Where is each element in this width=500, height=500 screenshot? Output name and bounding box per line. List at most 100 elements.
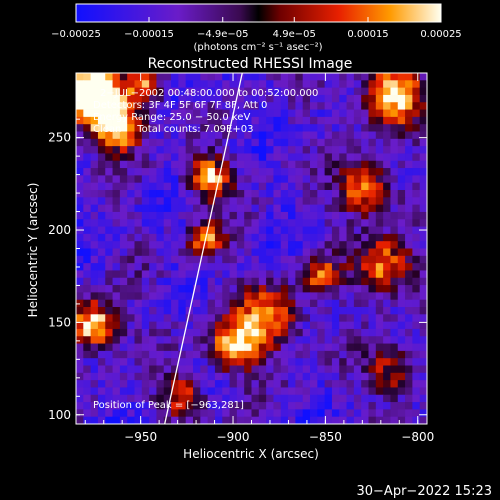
heatmap-cell	[295, 160, 304, 169]
heatmap-cell	[375, 394, 384, 403]
heatmap-cell	[134, 416, 143, 424]
heatmap-cell	[317, 109, 326, 118]
heatmap-cell	[127, 80, 135, 89]
heatmap-cell	[141, 80, 150, 89]
heatmap-cell	[163, 380, 172, 388]
heatmap-cell	[288, 387, 296, 396]
heatmap-cell	[361, 190, 369, 198]
heatmap-cell	[331, 73, 340, 81]
heatmap-cell	[76, 307, 84, 315]
heatmap-cell	[405, 211, 413, 220]
heatmap-cell	[90, 387, 99, 396]
heatmap-cell	[112, 182, 121, 191]
heatmap-cell	[134, 233, 143, 242]
heatmap-cell	[97, 138, 106, 147]
heatmap-cell	[419, 336, 427, 344]
heatmap-cell	[119, 219, 128, 227]
heatmap-cell	[258, 314, 267, 323]
heatmap-cell	[339, 241, 347, 249]
heatmap-cell	[105, 153, 113, 162]
heatmap-cell	[207, 248, 216, 257]
heatmap-cell	[258, 233, 267, 242]
heatmap-cell	[105, 248, 113, 257]
x-tick-label: −900	[217, 430, 250, 444]
heatmap-cell	[317, 153, 326, 162]
heatmap-cell	[76, 94, 84, 103]
heatmap-cell	[324, 343, 333, 352]
heatmap-cell	[200, 248, 209, 257]
heatmap-cell	[171, 299, 179, 308]
heatmap-cell	[244, 307, 252, 315]
heatmap-cell	[171, 387, 179, 396]
heatmap-cell	[251, 270, 260, 279]
heatmap-cell	[163, 285, 172, 293]
heatmap-cell	[331, 263, 340, 271]
heatmap-cell	[295, 307, 304, 315]
heatmap-cell	[295, 277, 304, 286]
heatmap-cell	[171, 146, 179, 154]
heatmap-cell	[171, 211, 179, 220]
heatmap-cell	[397, 168, 406, 176]
heatmap-cell	[346, 190, 355, 198]
heatmap-cell	[200, 321, 209, 330]
heatmap-cell	[353, 131, 362, 140]
heatmap-cell	[76, 211, 84, 220]
heatmap-cell	[280, 204, 289, 213]
heatmap-cell	[105, 402, 113, 410]
heatmap-cell	[214, 87, 223, 96]
heatmap-cell	[331, 292, 340, 301]
heatmap-cell	[251, 175, 260, 184]
heatmap-cell	[207, 190, 216, 198]
heatmap-cell	[163, 321, 172, 330]
heatmap-cell	[83, 204, 92, 213]
heatmap-cell	[310, 153, 318, 162]
heatmap-cell	[397, 299, 406, 308]
heatmap-cell	[83, 292, 92, 301]
heatmap-cell	[310, 358, 318, 366]
heatmap-cell	[76, 380, 84, 388]
annotation-counts: Clean Total counts: 7.09E+03	[93, 124, 253, 135]
heatmap-cell	[317, 409, 326, 418]
heatmap-cell	[412, 131, 421, 140]
heatmap-cell	[288, 299, 296, 308]
heatmap-cell	[317, 204, 326, 213]
heatmap-cell	[149, 124, 157, 132]
heatmap-cell	[419, 255, 427, 264]
heatmap-cell	[97, 168, 106, 176]
heatmap-cell	[331, 380, 340, 388]
heatmap-cell	[193, 350, 201, 359]
heatmap-cell	[419, 109, 427, 118]
heatmap-cell	[361, 365, 369, 374]
heatmap-cell	[375, 343, 384, 352]
heatmap-cell	[193, 153, 201, 162]
heatmap-cell	[193, 160, 201, 169]
heatmap-cell	[214, 307, 223, 315]
heatmap-cell	[295, 204, 304, 213]
heatmap-cell	[412, 292, 421, 301]
heatmap-cell	[83, 241, 92, 249]
heatmap-cell	[119, 263, 128, 271]
heatmap-cell	[295, 168, 304, 176]
heatmap-cell	[83, 138, 92, 147]
heatmap-cell	[112, 255, 121, 264]
heatmap-cell	[288, 270, 296, 279]
heatmap-cell	[405, 402, 413, 410]
heatmap-cell	[105, 175, 113, 184]
heatmap-cell	[185, 343, 194, 352]
heatmap-cell	[331, 116, 340, 125]
heatmap-cell	[119, 248, 128, 257]
heatmap-cell	[280, 87, 289, 96]
heatmap-cell	[419, 416, 427, 424]
heatmap-cell	[266, 160, 274, 169]
heatmap-cell	[119, 160, 128, 169]
heatmap-cell	[178, 233, 187, 242]
heatmap-cell	[200, 131, 209, 140]
heatmap-cell	[236, 73, 245, 81]
heatmap-cell	[112, 197, 121, 206]
heatmap-cell	[127, 153, 135, 162]
heatmap-cell	[90, 175, 99, 184]
heatmap-cell	[244, 299, 252, 308]
heatmap-cell	[185, 211, 194, 220]
heatmap-cell	[288, 80, 296, 89]
heatmap-cell	[119, 146, 128, 154]
